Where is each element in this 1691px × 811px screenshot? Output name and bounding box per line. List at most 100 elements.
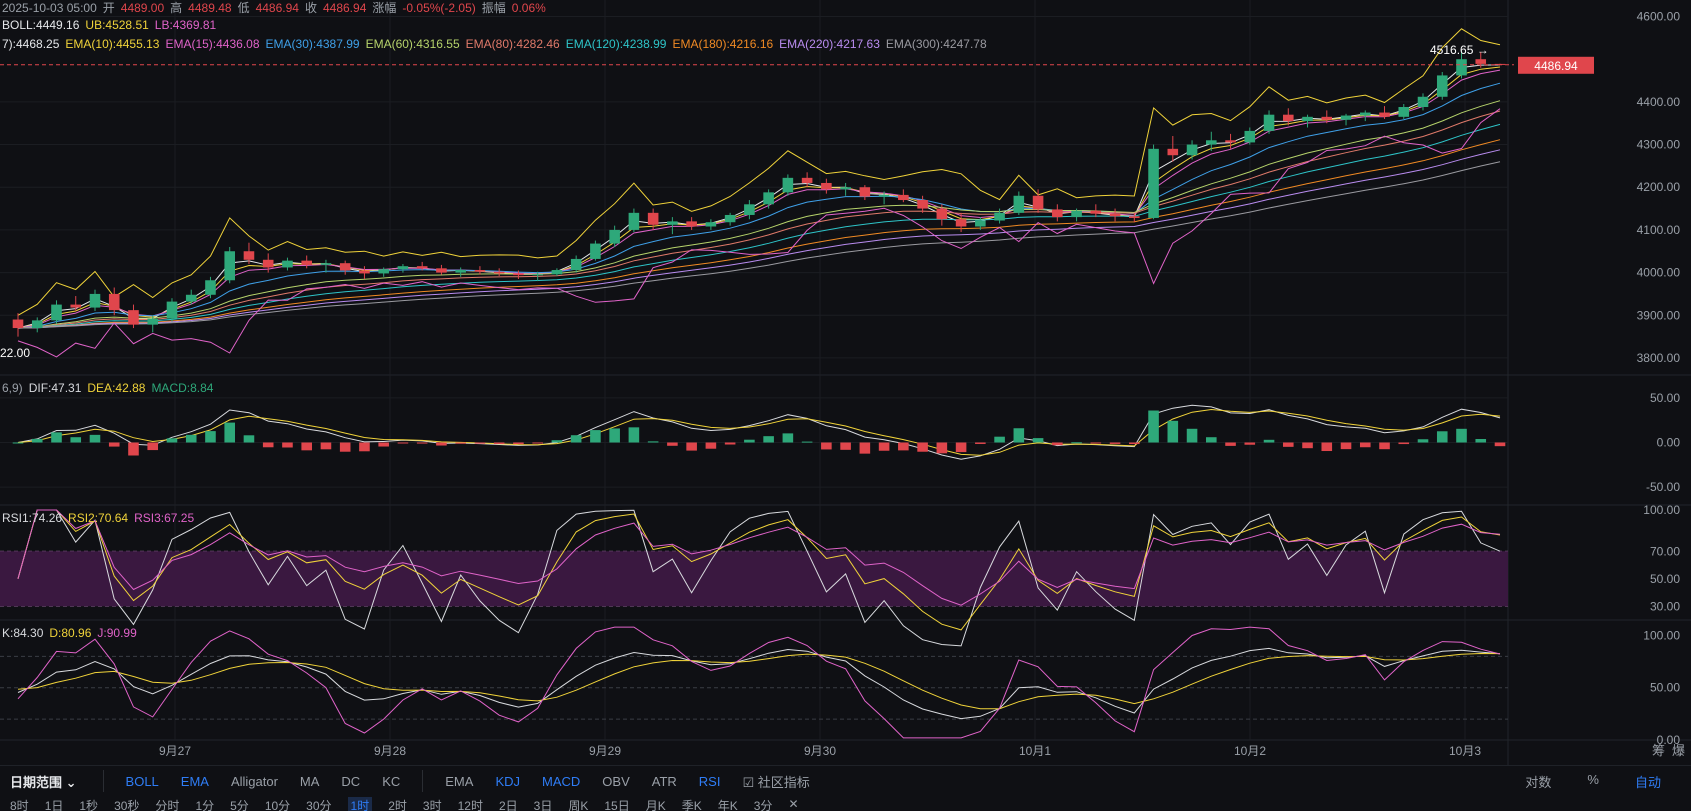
candle-body [128, 310, 139, 325]
change-value: -0.05%(-2.05) [402, 1, 475, 15]
candle-body [667, 221, 678, 225]
interval-tab[interactable]: 周K [568, 799, 589, 811]
macd-bar [686, 442, 697, 451]
macd-bar [955, 442, 967, 453]
macd-bar [744, 439, 755, 443]
main-indicator-tab[interactable]: Alligator [230, 773, 278, 789]
candle-body [1436, 75, 1448, 97]
interval-tab[interactable]: 分时 [155, 799, 180, 811]
candle-body [1244, 130, 1256, 143]
community-icon: ☑ [742, 774, 755, 790]
macd-bar [840, 442, 851, 450]
boll-lb-legend: LB:4369.81 [155, 18, 217, 32]
interval-tab[interactable]: 月K [645, 799, 666, 811]
date-range-button[interactable]: 日期范围 ⌄ [10, 774, 77, 790]
candle-body [224, 251, 236, 281]
candle-body [878, 194, 890, 197]
sub-indicator-tab[interactable]: EMA [445, 773, 474, 789]
candle-body [185, 294, 197, 302]
indicator-toolbar: 日期范围 ⌄ BOLL EMA Alligator MA DC KC EMA KDJ MACD… [0, 765, 1691, 796]
macd-bar [1282, 442, 1294, 447]
ema-line [17, 161, 1501, 329]
interval-tab[interactable]: 30分 [306, 799, 332, 811]
interval-tab[interactable]: 1秒 [79, 799, 99, 811]
interval-tab[interactable]: 3分 [753, 799, 773, 811]
candle-body [955, 219, 967, 227]
candle-body [513, 273, 524, 276]
interval-tab[interactable]: 3时 [422, 799, 442, 811]
main-indicator-tab[interactable]: BOLL [125, 773, 159, 789]
sub-indicator-tab[interactable]: ATR [651, 773, 677, 789]
candle-body [12, 319, 24, 329]
macd-bar [647, 441, 659, 443]
interval-tab[interactable]: 1时 [347, 797, 373, 811]
sub-indicator-tab[interactable]: MACD [542, 773, 581, 789]
candle-body [359, 270, 370, 274]
interval-tab[interactable]: 2日 [498, 799, 518, 811]
scale-option[interactable]: % [1587, 771, 1599, 787]
interval-tab[interactable]: 15日 [604, 799, 630, 811]
interval-tab[interactable]: 8时 [10, 799, 29, 811]
candle-body [89, 293, 101, 308]
macd-bar [821, 442, 832, 450]
candle-body [744, 204, 755, 215]
candle-body [763, 192, 774, 205]
candle-body [801, 177, 813, 183]
scale-option[interactable]: 自动 [1634, 774, 1661, 790]
interval-tab[interactable]: 10分 [264, 799, 291, 811]
interval-tab[interactable]: 5分 [230, 799, 249, 811]
chart-canvas[interactable]: 4600.00 4400.00 4300.00 4200.00 4100.00 4000.… [0, 0, 1691, 765]
interval-tab[interactable]: 3日 [533, 799, 553, 811]
macd-bar [570, 435, 582, 443]
macd-bar [859, 442, 871, 454]
candle-body [782, 177, 794, 193]
macd-bar [416, 442, 428, 444]
divider [102, 770, 104, 792]
macd-bar [493, 442, 505, 444]
candle-body [1206, 140, 1217, 145]
main-indicator-tab[interactable]: DC [341, 773, 361, 789]
candle-body [1302, 116, 1313, 122]
sub-indicator-tab[interactable]: RSI [698, 773, 721, 789]
interval-tab[interactable]: 1分 [195, 799, 215, 811]
interval-tab[interactable]: 年K [717, 799, 738, 811]
candle-body [917, 200, 928, 209]
candle-body [686, 221, 697, 227]
rsi1-line [17, 509, 1501, 647]
dif-line [17, 404, 1501, 460]
macd-bar [31, 438, 43, 443]
open-value: 4489.00 [121, 1, 165, 15]
candle-body [1263, 114, 1275, 131]
macd-bar [1167, 420, 1179, 443]
macd-bar [551, 440, 563, 443]
interval-tab[interactable]: 12时 [457, 799, 483, 811]
price-tick-label: 4300.00 [1637, 138, 1681, 152]
interval-tab[interactable]: 2时 [388, 799, 407, 811]
candle-body [1417, 96, 1429, 108]
macd-bar [262, 442, 274, 448]
community-indicator-button[interactable]: ☑ 社区指标 [742, 772, 809, 791]
time-label: 10月3 [1449, 744, 1481, 758]
candle-body [493, 271, 505, 274]
candle-body [320, 263, 332, 265]
interval-tab[interactable]: 1日 [44, 799, 64, 811]
candle-body [262, 259, 274, 268]
sub-indicator-tab[interactable]: OBV [602, 773, 630, 789]
main-indicator-tab[interactable]: KC [382, 773, 401, 789]
interval-tab[interactable]: 季K [681, 799, 702, 811]
candle-body [108, 293, 120, 311]
sub-indicator-tab[interactable]: KDJ [495, 773, 520, 789]
ema-line [17, 110, 1501, 329]
rsi-tick-label: 100.00 [1643, 503, 1680, 517]
main-indicator-tab[interactable]: MA [299, 773, 320, 789]
dif-legend: DIF:47.31 [29, 381, 82, 395]
scale-option[interactable]: 对数 [1525, 774, 1552, 790]
interval-tab[interactable]: ✕ [788, 797, 799, 811]
main-indicator-tab[interactable]: EMA [180, 773, 209, 789]
macd-bar [89, 434, 101, 443]
interval-tab[interactable]: 30秒 [114, 799, 140, 811]
macd-bar [917, 442, 928, 452]
candle-body [1321, 116, 1333, 120]
indicator-lines [17, 28, 1501, 739]
high-marker: 4516.65 → [1430, 43, 1489, 57]
